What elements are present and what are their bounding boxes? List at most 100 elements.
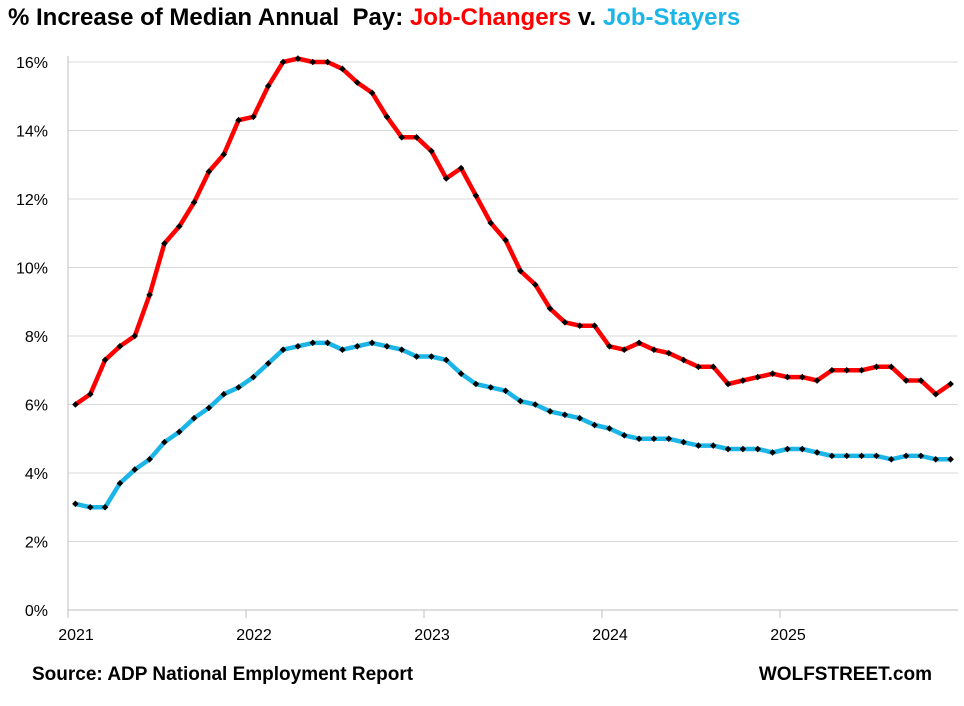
job-changers-point	[131, 332, 139, 340]
x-tick-label: 2024	[592, 627, 628, 644]
job-stayers-point	[813, 449, 821, 456]
job-changers-point	[739, 377, 747, 384]
job-changers-point	[413, 134, 420, 141]
job-stayers-point	[101, 503, 109, 511]
job-changers-line	[74, 56, 952, 407]
y-tick-label: 14%	[16, 124, 48, 141]
job-stayers-point	[368, 339, 376, 347]
job-changers-point	[680, 356, 687, 364]
y-tick-label: 12%	[16, 192, 48, 209]
title-vs: v.	[571, 4, 603, 31]
job-stayers-point	[650, 435, 658, 443]
job-stayers-point	[591, 421, 598, 429]
source-note: Source: ADP National Employment Report	[32, 664, 414, 685]
job-stayers-point	[220, 390, 228, 398]
y-tick-label: 6%	[25, 398, 48, 415]
job-stayers-point	[887, 456, 895, 463]
job-stayers-point	[754, 445, 762, 453]
job-stayers-point	[576, 414, 584, 422]
job-changers-point	[309, 58, 317, 66]
job-changers-point	[828, 366, 836, 374]
job-stayers-point	[398, 346, 406, 353]
job-stayers-point	[442, 356, 450, 364]
job-changers-point	[368, 89, 376, 97]
job-stayers-point	[383, 342, 391, 350]
title-stayers: Job-Stayers	[602, 4, 741, 31]
job-changers-point	[709, 363, 717, 371]
job-stayers-point	[561, 411, 569, 419]
job-stayers-point	[635, 435, 643, 443]
job-changers-point	[798, 373, 806, 381]
job-stayers-point	[932, 456, 940, 463]
job-changers-point	[665, 349, 673, 357]
job-stayers-point	[309, 339, 317, 347]
job-stayers-point	[502, 387, 509, 395]
job-changers-point	[250, 113, 257, 121]
job-stayers-point	[620, 432, 628, 439]
job-changers-point	[116, 342, 124, 350]
job-stayers-point	[546, 408, 554, 415]
job-stayers-point	[739, 445, 747, 453]
job-changers-point	[724, 380, 732, 388]
job-changers-point	[86, 390, 94, 398]
job-stayers-point	[784, 445, 791, 453]
job-stayers-point	[339, 346, 346, 353]
job-stayers-point	[873, 452, 880, 460]
job-changers-point	[769, 370, 776, 377]
job-changers-point	[858, 366, 865, 374]
job-changers-point	[339, 65, 346, 73]
job-changers-point	[650, 346, 658, 353]
job-stayers-line	[74, 340, 951, 510]
job-changers-point	[932, 390, 940, 398]
job-changers-point	[754, 373, 762, 381]
job-stayers-point	[769, 449, 776, 456]
job-stayers-point	[724, 445, 732, 453]
job-changers-point	[161, 240, 168, 247]
job-changers-point	[561, 319, 569, 326]
job-changers-point	[428, 147, 435, 155]
job-stayers-point	[843, 452, 851, 460]
job-stayers-point	[146, 456, 153, 463]
job-changers-point	[279, 58, 287, 66]
job-stayers-point	[798, 445, 806, 453]
job-changers-point	[887, 363, 895, 371]
job-stayers-point	[517, 397, 524, 405]
chart-title: % Increase of Median Annual Pay: Job-Cha…	[8, 4, 740, 32]
job-stayers-point	[264, 360, 272, 367]
job-changers-point	[902, 377, 910, 384]
job-stayers-point	[665, 435, 673, 443]
job-changers-point	[843, 366, 851, 374]
job-stayers-point	[695, 442, 702, 449]
job-changers-point	[190, 199, 198, 206]
job-stayers-point	[902, 452, 910, 460]
job-changers-point	[784, 373, 791, 381]
job-changers-point	[442, 175, 450, 182]
job-changers-point	[264, 82, 272, 90]
job-changers-point	[383, 113, 391, 121]
job-stayers-point	[205, 404, 213, 412]
job-stayers-point	[858, 452, 865, 460]
job-stayers-point	[472, 380, 480, 388]
job-changers-point	[457, 164, 465, 172]
job-stayers-point	[294, 342, 302, 350]
job-changers-point	[635, 339, 643, 347]
job-changers-point	[472, 192, 480, 199]
y-tick-label: 4%	[25, 466, 48, 483]
job-changers-point	[235, 116, 242, 124]
y-tick-label: 10%	[16, 261, 48, 278]
job-changers-point	[72, 401, 79, 408]
job-changers-point	[205, 168, 213, 175]
job-changers-point	[591, 322, 598, 330]
job-stayers-point	[72, 500, 79, 508]
job-stayers-point	[116, 479, 124, 487]
x-tick-label: 2022	[236, 627, 272, 644]
y-tick-label: 0%	[25, 603, 48, 620]
title-changers: Job-Changers	[409, 4, 572, 31]
job-changers-point	[606, 342, 613, 350]
job-changers-point	[531, 281, 539, 288]
job-changers-point	[576, 322, 584, 330]
job-stayers-point	[190, 414, 198, 422]
x-tick-label: 2023	[414, 627, 450, 644]
job-stayers-point	[531, 401, 539, 408]
